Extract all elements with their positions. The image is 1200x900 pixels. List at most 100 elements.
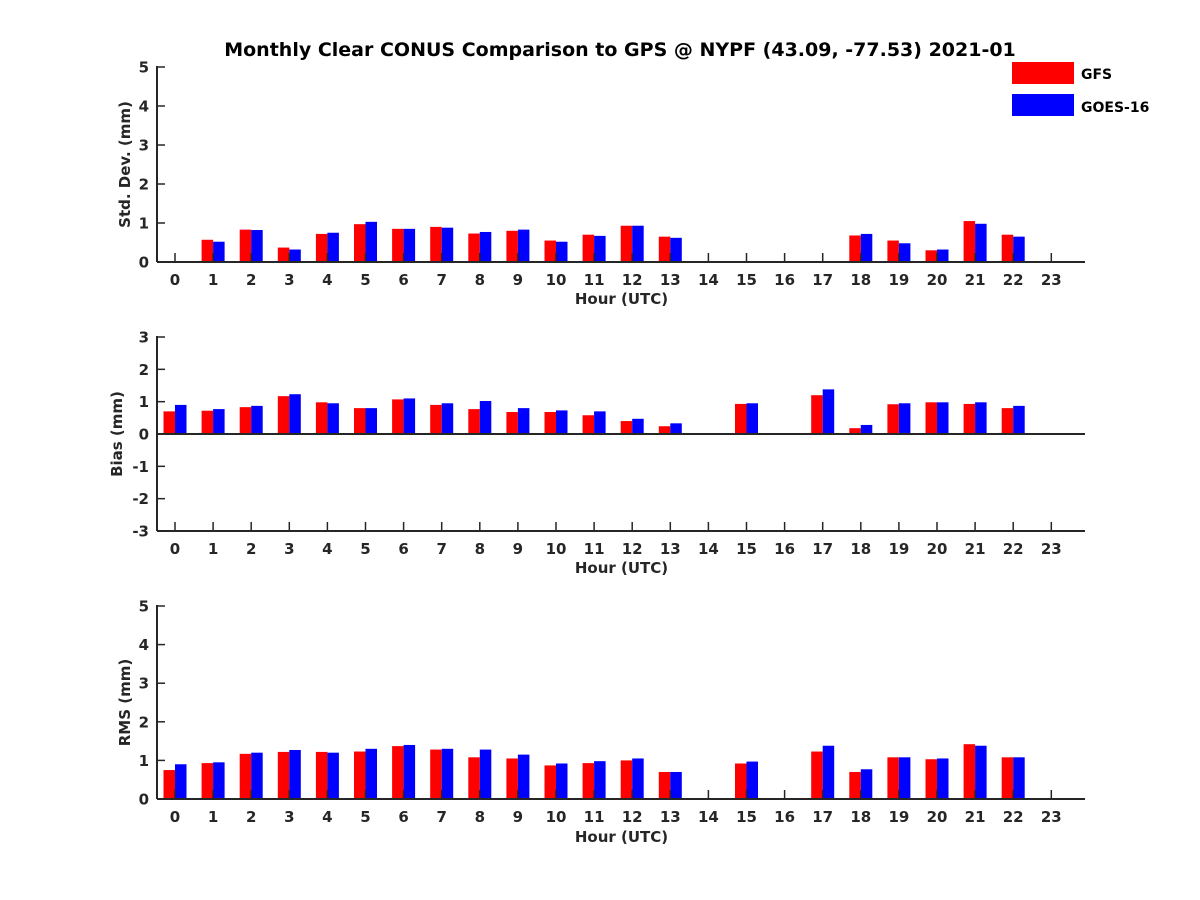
bar-goes16-hour-6: [403, 228, 416, 262]
bar-goes16-hour-12: [632, 758, 644, 799]
bar-goes16-hour-7: [441, 748, 454, 799]
x-tick-label: 4: [322, 540, 332, 558]
bar-goes16-hour-22: [1013, 405, 1025, 434]
bar-goes16-hour-4: [327, 403, 339, 434]
bar-gfs-hour-11: [582, 415, 595, 434]
bar-gfs-hour-0: [163, 411, 175, 434]
bar-goes16-hour-19: [898, 243, 911, 262]
y-tick-label: 5: [139, 598, 149, 616]
bar-gfs-hour-22: [1001, 234, 1014, 262]
x-axis-label: Hour (UTC): [575, 290, 668, 308]
bar-goes16-hour-22: [1013, 236, 1025, 262]
bar-goes16-hour-18: [860, 424, 873, 434]
bar-gfs-hour-13: [658, 236, 671, 262]
x-tick-label: 18: [850, 808, 871, 826]
bar-goes16-hour-5: [365, 408, 377, 434]
x-tick-label: 15: [736, 271, 757, 289]
bar-goes16-hour-8: [479, 749, 492, 799]
bar-goes16-hour-20: [937, 402, 949, 434]
bar-goes16-hour-12: [632, 418, 644, 434]
x-tick-label: 0: [170, 808, 180, 826]
x-tick-label: 2: [246, 271, 256, 289]
x-tick-label: 0: [170, 271, 180, 289]
x-tick-label: 11: [584, 540, 605, 558]
x-tick-label: 18: [850, 271, 871, 289]
bar-goes16-hour-17: [822, 745, 835, 799]
bar-gfs-hour-3: [277, 751, 290, 799]
bar-goes16-hour-18: [860, 233, 873, 262]
bar-gfs-hour-21: [963, 744, 976, 799]
x-tick-label: 3: [284, 540, 294, 558]
x-tick-label: 5: [360, 808, 370, 826]
x-tick-label: 17: [812, 808, 833, 826]
bar-goes16-hour-8: [479, 401, 492, 434]
x-tick-label: 10: [546, 271, 567, 289]
bar-gfs-hour-2: [239, 753, 252, 799]
bar-gfs-hour-4: [315, 751, 328, 799]
legend-label-gfs: GFS: [1081, 67, 1112, 83]
x-tick-label: 21: [965, 540, 986, 558]
bar-gfs-hour-17: [811, 395, 823, 434]
bar-goes16-hour-1: [213, 762, 225, 799]
x-tick-label: 19: [888, 540, 909, 558]
y-tick-label: 1: [139, 752, 149, 770]
x-tick-label: 14: [698, 808, 719, 826]
legend-swatch-gfs: [1012, 62, 1074, 84]
bar-goes16-hour-5: [365, 748, 377, 799]
y-tick-label: 0: [139, 791, 149, 809]
y-tick-label: 1: [139, 393, 149, 411]
x-tick-label: 11: [584, 808, 605, 826]
bar-goes16-hour-5: [365, 221, 377, 262]
x-tick-label: 9: [513, 540, 523, 558]
x-tick-label: 7: [436, 271, 446, 289]
x-tick-label: 20: [927, 540, 948, 558]
bar-gfs-hour-4: [315, 402, 328, 434]
y-axis-label: Std. Dev. (mm): [116, 101, 134, 228]
bar-gfs-hour-20: [925, 250, 937, 262]
bar-gfs-hour-17: [811, 751, 823, 799]
bar-goes16-hour-8: [479, 231, 492, 262]
bar-goes16-hour-20: [937, 249, 949, 262]
x-tick-label: 2: [246, 808, 256, 826]
x-tick-label: 23: [1041, 540, 1062, 558]
chart-title: Monthly Clear CONUS Comparison to GPS @ …: [224, 39, 1016, 61]
x-tick-label: 13: [660, 271, 681, 289]
bar-gfs-hour-5: [354, 224, 366, 262]
x-tick-label: 20: [927, 808, 948, 826]
bar-goes16-hour-6: [403, 744, 416, 799]
bar-goes16-hour-1: [213, 409, 225, 434]
bar-gfs-hour-1: [201, 410, 214, 434]
y-tick-label: 2: [139, 713, 149, 731]
y-tick-label: 2: [139, 361, 149, 379]
x-tick-label: 5: [360, 540, 370, 558]
bar-gfs-hour-12: [620, 225, 633, 262]
bar-goes16-hour-10: [556, 241, 568, 262]
bar-gfs-hour-8: [468, 409, 480, 434]
bar-gfs-hour-8: [468, 233, 480, 262]
bar-goes16-hour-11: [594, 761, 606, 799]
bar-gfs-hour-7: [430, 404, 442, 434]
bar-goes16-hour-19: [898, 757, 911, 799]
x-tick-label: 13: [660, 540, 681, 558]
x-tick-label: 18: [850, 540, 871, 558]
y-tick-label: 0: [139, 254, 149, 272]
bar-goes16-hour-0: [175, 764, 187, 799]
bar-goes16-hour-2: [251, 405, 263, 434]
bar-gfs-hour-15: [735, 763, 747, 799]
bar-gfs-hour-2: [239, 229, 252, 262]
x-tick-label: 0: [170, 540, 180, 558]
legend: GFS GOES-16: [1012, 62, 1149, 116]
bar-goes16-hour-10: [556, 410, 568, 434]
legend-label-goes16: GOES-16: [1081, 100, 1149, 116]
bar-goes16-hour-15: [746, 761, 758, 799]
bar-gfs-hour-22: [1001, 757, 1014, 799]
x-tick-label: 1: [208, 808, 218, 826]
x-tick-label: 15: [736, 540, 757, 558]
bar-goes16-hour-17: [822, 389, 835, 434]
x-tick-label: 22: [1003, 271, 1024, 289]
y-tick-label: 3: [139, 329, 149, 347]
bar-goes16-hour-18: [860, 769, 873, 799]
x-tick-label: 5: [360, 271, 370, 289]
y-tick-label: -2: [132, 490, 149, 508]
bar-goes16-hour-3: [289, 749, 301, 799]
